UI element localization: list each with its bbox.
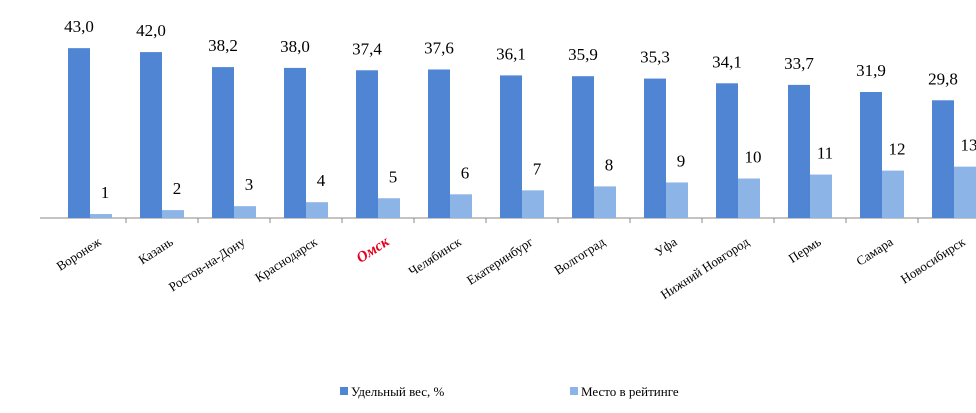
bar [234,206,256,218]
x-tick-label: Волгоград [551,234,607,278]
value-label: 35,3 [640,48,670,67]
value-label: 29,8 [928,69,958,88]
value-label: 4 [317,171,326,190]
bar [954,166,976,218]
bar [284,67,306,219]
x-tick-label: Самара [853,234,895,269]
value-label: 5 [389,167,398,186]
value-label: 12 [889,140,906,159]
value-label: 7 [533,159,542,178]
bar [68,48,90,219]
x-tick-label: Воронеж [54,233,105,273]
bar [882,170,904,218]
value-label: 31,9 [856,61,886,80]
x-tick-label: Екатеринбург [464,234,536,288]
bar [522,190,544,218]
value-label: 13 [961,136,976,155]
bar [378,198,400,218]
bar [666,182,688,218]
bar [788,84,810,218]
value-label: 11 [817,144,833,163]
legend-label: Место в рейтинге [581,384,679,399]
bar [810,174,832,218]
bar [860,91,882,218]
value-label: 10 [745,148,762,167]
bar [306,202,328,218]
x-tick-label: Казань [136,234,176,267]
value-label: 42,0 [136,21,166,40]
value-label: 9 [677,151,686,170]
bar [140,52,162,218]
x-tick-label: Челябинск [406,234,464,279]
x-tick-label: Уфа [652,234,680,259]
value-label: 34,1 [712,52,742,71]
bar [90,214,112,218]
value-label: 38,0 [280,37,310,56]
value-label: 33,7 [784,54,814,73]
bar [594,186,616,218]
value-label: 43,0 [64,17,94,36]
bar [500,75,522,218]
bar [212,67,234,218]
bar [356,70,378,219]
bar [738,178,760,218]
value-label: 8 [605,155,614,174]
value-label: 37,4 [352,39,382,58]
value-label: 35,9 [568,45,598,64]
bar [644,78,666,218]
value-label: 37,6 [424,38,454,57]
bar [572,76,594,218]
value-label: 3 [245,175,254,194]
value-label: 38,2 [208,36,238,55]
x-tick-label: Омск [354,234,393,267]
legend-label: Удельный вес, % [351,384,445,399]
bar [162,210,184,218]
x-tick-label: Ростов-на-Дону [166,234,248,295]
x-tick-label: Пермь [786,234,824,266]
bar [428,69,450,218]
x-tick-label: Новосибирск [898,234,969,287]
x-tick-label: Краснодарск [252,234,320,285]
value-label: 1 [101,183,110,202]
value-label: 6 [461,163,470,182]
value-label: 2 [173,179,182,198]
value-label: 36,1 [496,44,526,63]
bar [716,83,738,219]
bar [450,194,472,218]
legend-swatch [340,387,348,395]
legend-swatch [570,387,578,395]
bar [932,100,954,218]
